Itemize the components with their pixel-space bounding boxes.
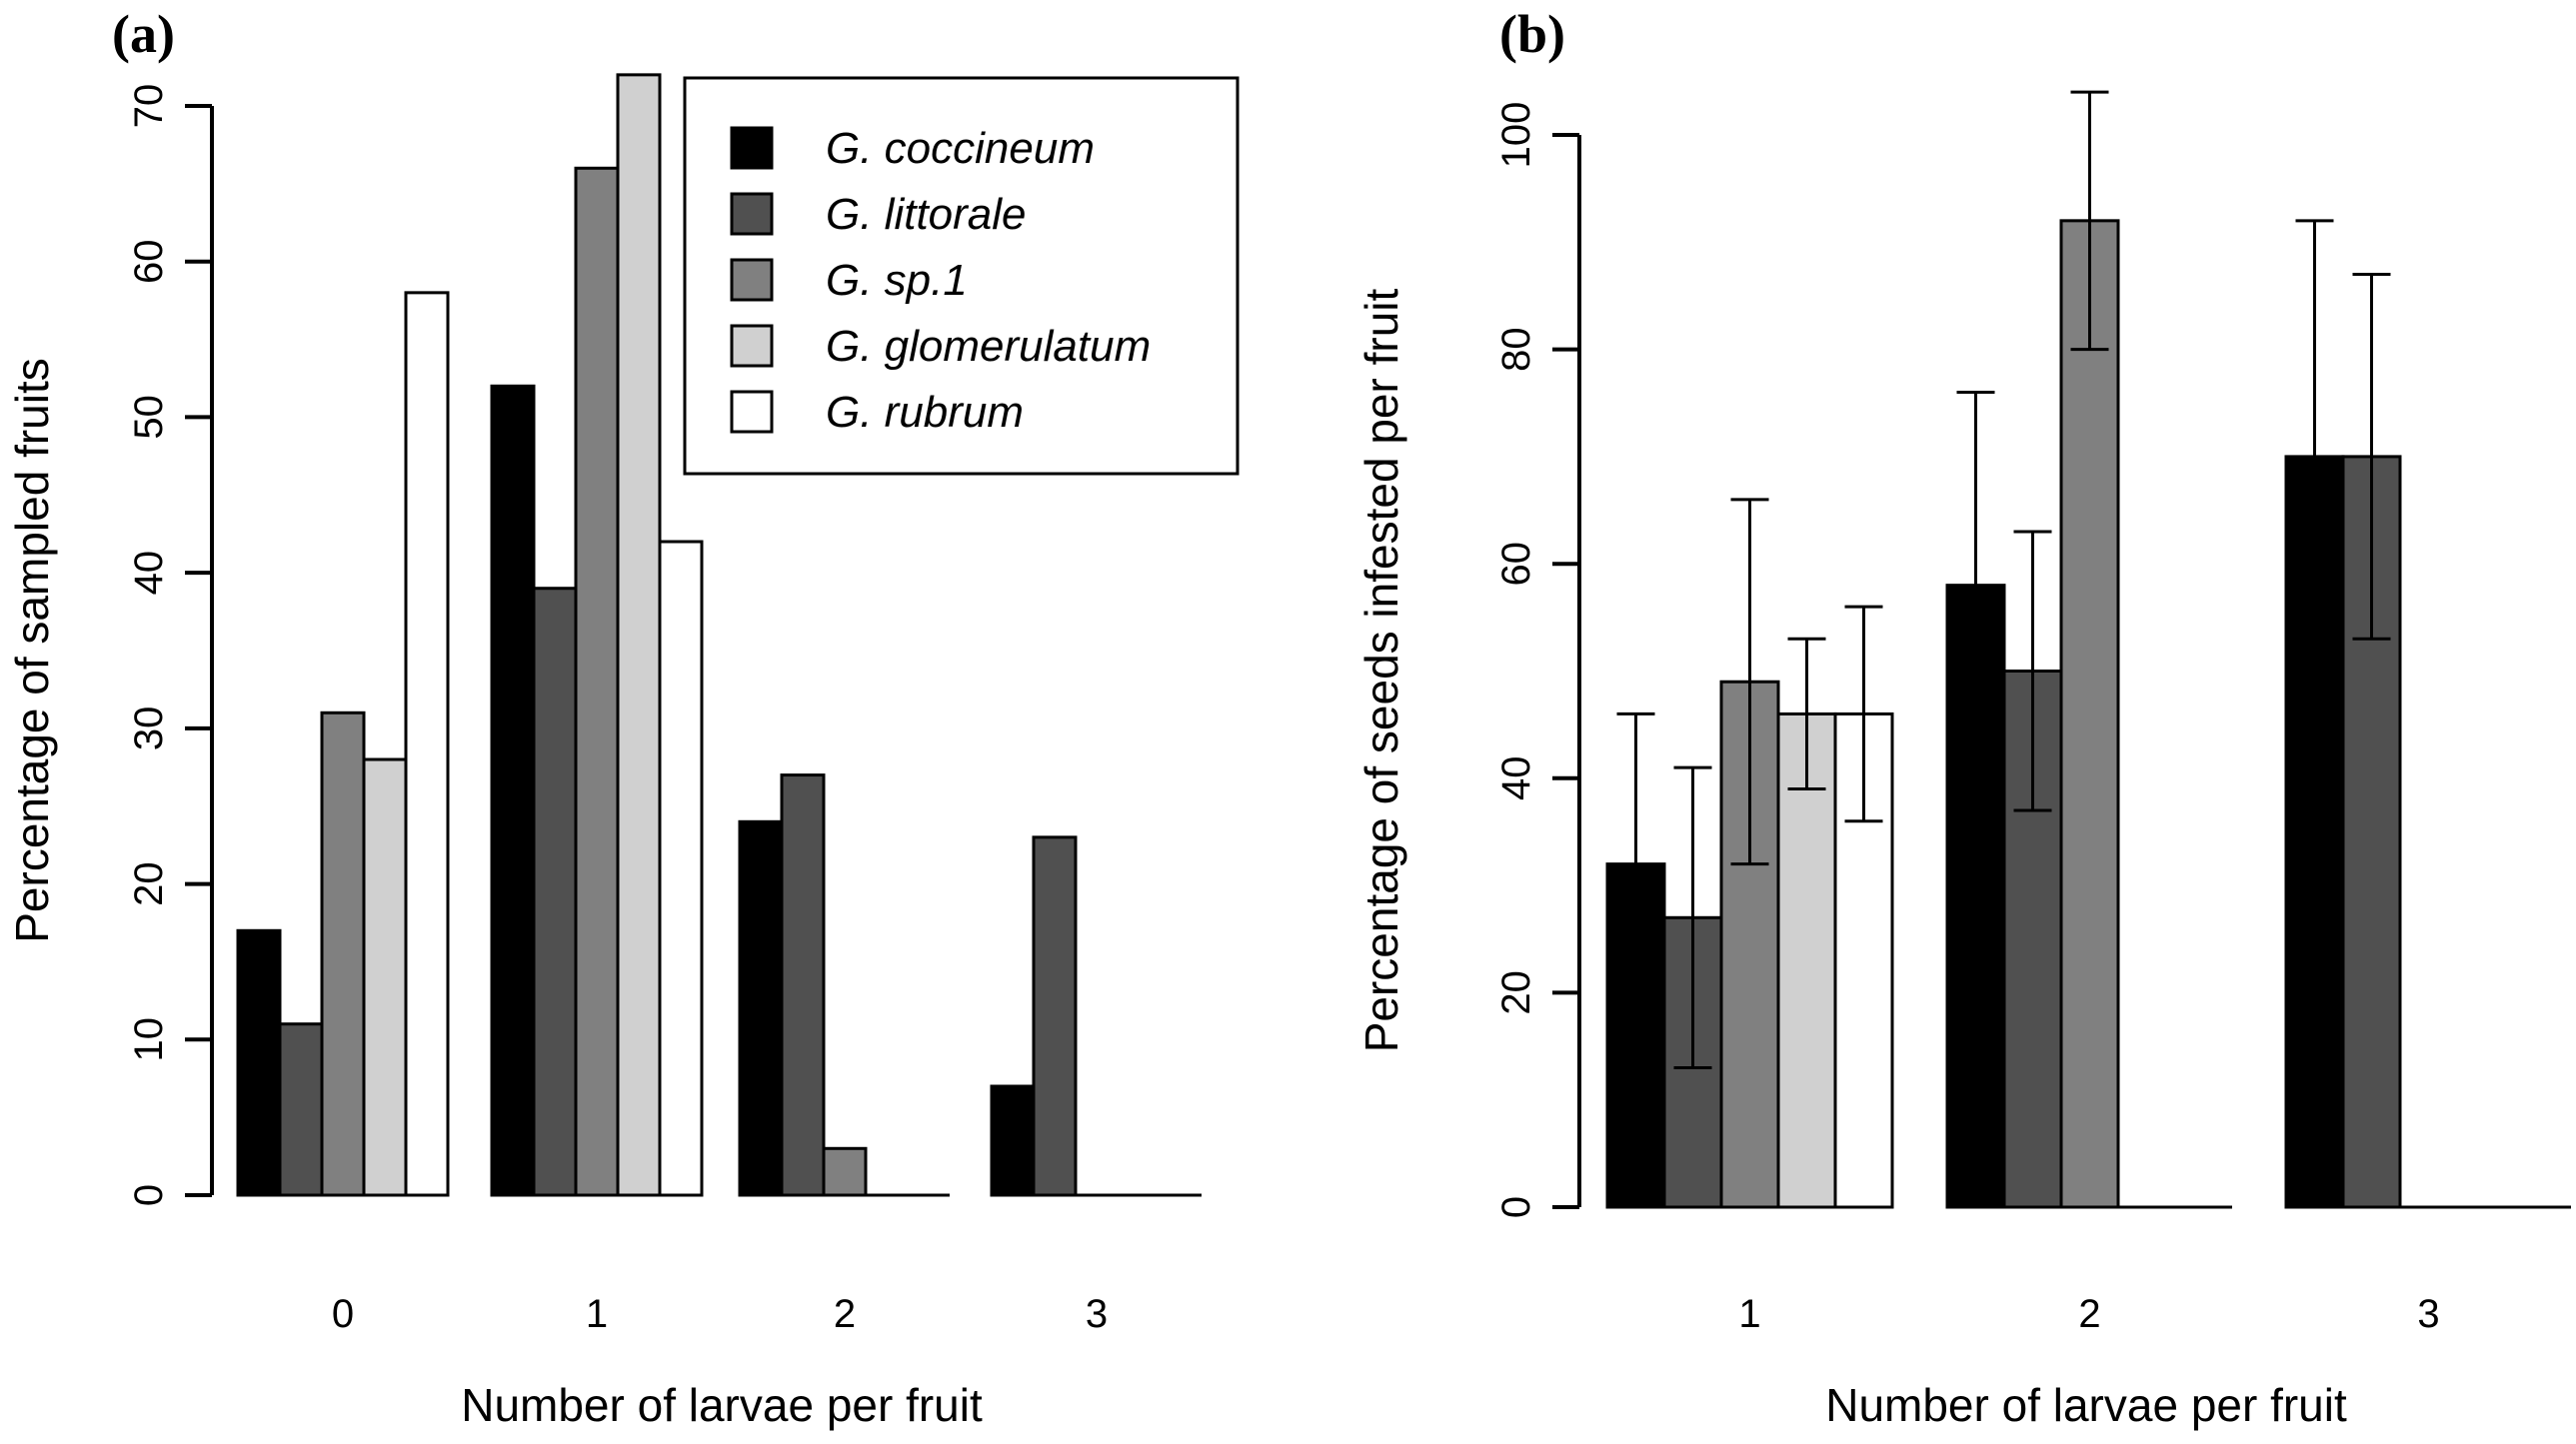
panel-b-label: (b) bbox=[1499, 4, 1565, 64]
panel-a-x-tick-labels: 0 1 2 3 bbox=[332, 1292, 1108, 1336]
bar-glomerulatum-1 bbox=[616, 73, 662, 1197]
bar-littorale-2 bbox=[780, 773, 826, 1197]
panel-b-y-axis-label: Percentage of seeds infested per fruit bbox=[1355, 288, 1407, 1052]
legend-box bbox=[683, 76, 1240, 476]
x-tick-label-1: 1 bbox=[586, 1292, 608, 1336]
legend-swatch-littorale bbox=[730, 192, 774, 236]
legend-label-littorale: G. littorale bbox=[826, 190, 1027, 239]
bar-littorale-1 bbox=[532, 587, 578, 1197]
legend-swatch-coccineum bbox=[730, 126, 774, 170]
y-tick-label: 30 bbox=[127, 707, 171, 751]
legend-label-glomerulatum: G. glomerulatum bbox=[826, 322, 1151, 371]
y-tick-label: 80 bbox=[1494, 327, 1538, 372]
bar-glomerulatum-0 bbox=[362, 757, 408, 1197]
x-tick-label-2: 2 bbox=[834, 1292, 856, 1336]
panel-b: (b) 0 20 40 60 80 100 1 2 3 Percentage of seeds… bbox=[1355, 4, 2571, 1431]
y-tick-label: 20 bbox=[1494, 970, 1538, 1015]
y-tick-label: 50 bbox=[127, 395, 171, 440]
legend-label-coccineum: G. coccineum bbox=[826, 124, 1095, 173]
y-tick-label: 100 bbox=[1494, 102, 1538, 169]
y-tick-label: 0 bbox=[127, 1184, 171, 1206]
legend-label-sp1: G. sp.1 bbox=[826, 256, 968, 305]
y-tick-label: 60 bbox=[1494, 542, 1538, 587]
y-tick-label: 0 bbox=[1494, 1196, 1538, 1218]
panel-a-label: (a) bbox=[112, 4, 175, 64]
bar-sp1-2 bbox=[822, 1146, 868, 1197]
y-tick-label: 40 bbox=[1494, 756, 1538, 801]
y-tick-label: 70 bbox=[127, 84, 171, 129]
y-tick-label: 40 bbox=[127, 551, 171, 596]
bar-littorale-3 bbox=[1032, 835, 1078, 1197]
legend: G. coccineum G. littorale G. sp.1 G. glomer… bbox=[683, 76, 1240, 476]
bar-coccineum-1 bbox=[490, 384, 536, 1197]
bar-coccineum-3 bbox=[990, 1084, 1036, 1197]
bar-sp1-1 bbox=[574, 166, 620, 1197]
bar-sp1-2 bbox=[2059, 219, 2120, 1209]
panel-a: (a) 0 10 20 30 40 50 60 70 0 1 2 3 Percentage of s… bbox=[6, 4, 1240, 1431]
bar-coccineum-2 bbox=[738, 819, 784, 1197]
bar-glomerulatum-1 bbox=[1776, 712, 1837, 1209]
panel-a-x-axis-label: Number of larvae per fruit bbox=[461, 1379, 983, 1431]
panel-b-y-ticks: 0 20 40 60 80 100 bbox=[1494, 102, 1579, 1218]
legend-swatch-rubrum bbox=[730, 390, 774, 434]
x-tick-label-0: 0 bbox=[332, 1292, 354, 1336]
panel-a-y-ticks: 0 10 20 30 40 50 60 70 bbox=[127, 84, 212, 1206]
x-tick-label-3: 3 bbox=[2417, 1292, 2439, 1336]
bar-sp1-0 bbox=[320, 711, 366, 1197]
panel-b-bars bbox=[1605, 219, 2402, 1209]
bar-littorale-0 bbox=[278, 1022, 324, 1197]
bar-rubrum-0 bbox=[404, 291, 450, 1197]
legend-label-rubrum: G. rubrum bbox=[826, 388, 1024, 437]
legend-swatch-sp1 bbox=[730, 258, 774, 302]
x-tick-label-1: 1 bbox=[1738, 1292, 1760, 1336]
y-tick-label: 10 bbox=[127, 1017, 171, 1062]
panel-b-error-bars bbox=[1616, 90, 2391, 1070]
x-tick-label-3: 3 bbox=[1086, 1292, 1108, 1336]
panel-b-x-tick-labels: 1 2 3 bbox=[1738, 1292, 2439, 1336]
y-tick-label: 20 bbox=[127, 861, 171, 906]
panel-b-x-axis-label: Number of larvae per fruit bbox=[1825, 1379, 2347, 1431]
legend-swatch-glomerulatum bbox=[730, 324, 774, 368]
y-tick-label: 60 bbox=[127, 239, 171, 284]
bar-coccineum-0 bbox=[236, 928, 282, 1197]
bar-rubrum-1 bbox=[658, 540, 704, 1197]
x-tick-label-2: 2 bbox=[2078, 1292, 2100, 1336]
panel-a-y-axis-label: Percentage of sampled fruits bbox=[6, 358, 58, 943]
